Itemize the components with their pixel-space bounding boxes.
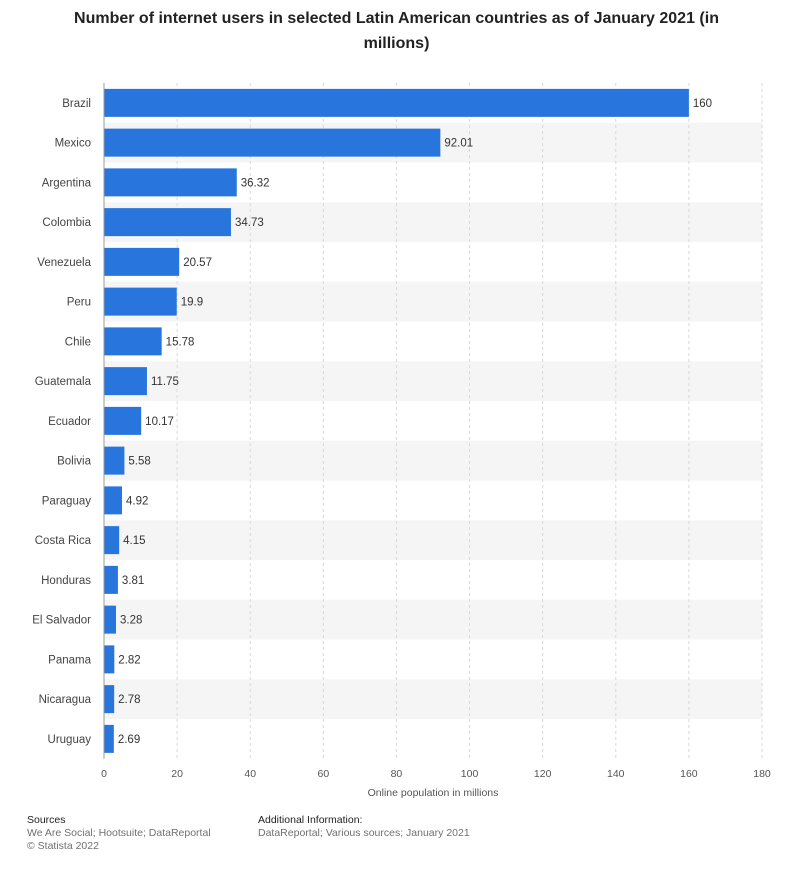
category-label: Venezuela	[37, 257, 91, 269]
bar	[104, 327, 162, 356]
bar	[104, 565, 118, 594]
copyright-text: © Statista 2022	[27, 840, 99, 852]
bar	[104, 247, 180, 276]
bar	[104, 367, 147, 396]
bar	[104, 406, 142, 435]
category-label: Ecuador	[48, 416, 91, 428]
bar	[104, 88, 689, 117]
data-label: 4.15	[123, 535, 145, 547]
x-tick-label: 120	[534, 768, 552, 780]
data-label: 36.32	[241, 177, 270, 189]
bar	[104, 645, 115, 674]
category-label: Bolivia	[57, 456, 91, 468]
row-band	[104, 440, 762, 481]
category-label: Uruguay	[48, 734, 92, 746]
row-band	[104, 599, 762, 640]
bar	[104, 685, 115, 714]
category-label: Costa Rica	[35, 535, 92, 547]
x-tick-label: 0	[101, 768, 107, 780]
x-tick-label: 100	[461, 768, 479, 780]
category-label: Honduras	[41, 575, 91, 587]
chart-title: Number of internet users in selected Lat…	[74, 10, 719, 52]
bar	[104, 208, 231, 237]
row-band	[104, 520, 762, 560]
bar	[104, 605, 116, 634]
x-tick-label: 160	[680, 768, 698, 780]
data-label: 10.17	[145, 416, 174, 428]
category-label: Chile	[65, 336, 91, 348]
x-axis-title: Online population in millions	[368, 787, 499, 799]
data-label: 2.69	[118, 734, 140, 746]
category-label: Mexico	[55, 138, 91, 150]
x-tick-label: 140	[607, 768, 625, 780]
category-label: Guatemala	[35, 376, 92, 388]
x-tick-label: 20	[171, 768, 183, 780]
bar	[104, 486, 122, 515]
data-label: 3.28	[120, 615, 142, 627]
x-tick-label: 60	[317, 768, 329, 780]
bar	[104, 287, 177, 316]
row-band	[104, 281, 762, 322]
data-label: 19.9	[181, 297, 203, 309]
sources-heading: Sources	[27, 814, 66, 826]
category-label: Nicaragua	[39, 694, 92, 706]
x-tick-label: 40	[244, 768, 256, 780]
bar	[104, 526, 120, 555]
row-band	[104, 361, 762, 401]
additional-info-text: DataReportal; Various sources; January 2…	[258, 827, 470, 839]
category-label: Brazil	[62, 98, 91, 110]
data-label: 160	[693, 98, 712, 110]
category-label: Colombia	[42, 217, 91, 229]
additional-info-block: Additional Information: DataReportal; Va…	[258, 814, 470, 840]
x-tick-label: 80	[391, 768, 403, 780]
category-label: Peru	[67, 297, 91, 309]
data-label: 5.58	[128, 456, 150, 468]
bar	[104, 128, 441, 157]
data-label: 15.78	[166, 336, 195, 348]
bar	[104, 724, 114, 753]
row-band	[104, 679, 762, 719]
data-label: 3.81	[122, 575, 144, 587]
x-tick-label: 180	[753, 768, 771, 780]
data-label: 11.75	[151, 376, 179, 388]
data-label: 34.73	[235, 217, 264, 229]
category-label: Panama	[48, 654, 91, 666]
data-label: 2.78	[118, 694, 140, 706]
data-label: 20.57	[183, 257, 212, 269]
category-label: El Salvador	[32, 615, 91, 627]
data-label: 4.92	[126, 495, 148, 507]
data-label: 2.82	[118, 654, 140, 666]
sources-block: Sources We Are Social; Hootsuite; DataRe…	[27, 814, 211, 853]
bar	[104, 446, 125, 475]
data-label: 92.01	[444, 138, 473, 150]
sources-text: We Are Social; Hootsuite; DataReportal	[27, 827, 211, 839]
additional-info-heading: Additional Information:	[258, 814, 363, 826]
category-label: Paraguay	[42, 495, 91, 507]
bar	[104, 168, 237, 197]
category-label: Argentina	[42, 177, 92, 189]
bar-chart: Brazil 160 Mexico 92.01 Argentina 36.32 Colomb…	[32, 83, 771, 799]
